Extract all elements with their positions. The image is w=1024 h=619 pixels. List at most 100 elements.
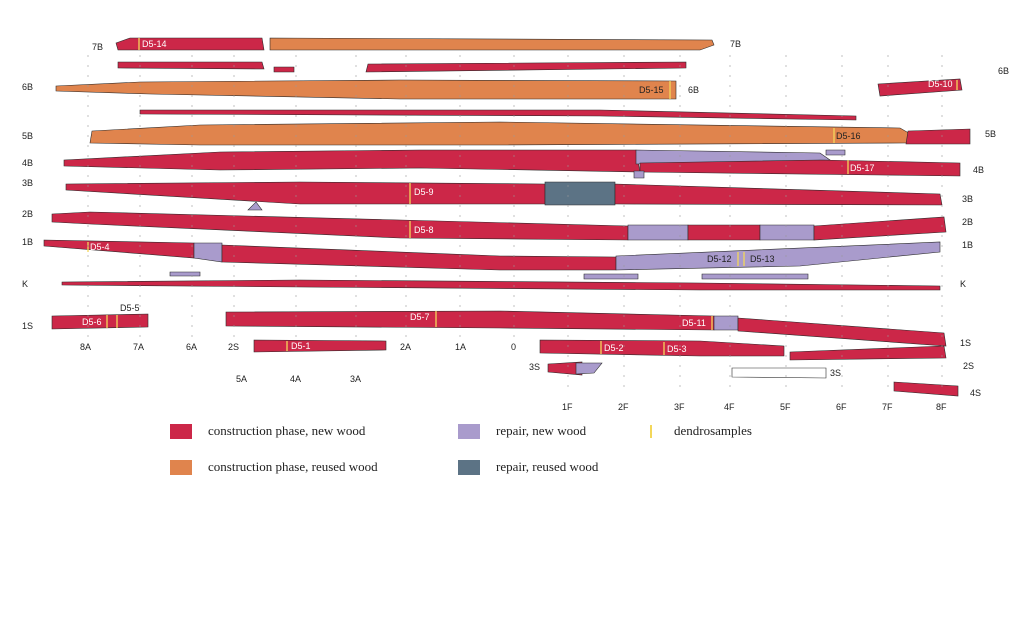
plank-7b-reused: [269, 37, 715, 51]
sample-label-d5-9: D5-9: [414, 187, 434, 197]
row-label-2s-right: 2S: [963, 361, 974, 371]
row-label-4s-right: 4S: [970, 388, 981, 398]
sample-label-d5-13: D5-13: [750, 254, 775, 264]
legend-label-repair-reused: repair, reused wood: [496, 459, 599, 474]
legend: construction phase, new wood constructio…: [170, 423, 752, 483]
row-label-3b-left: 3B: [22, 178, 33, 188]
row-label-7b-left: 7B: [92, 42, 103, 52]
row-label-6b-mid: 6B: [688, 85, 699, 95]
plank-7b2-new-b: [273, 66, 295, 73]
sample-label-d5-10: D5-10: [928, 79, 953, 89]
legend-swatch-repair-new: [458, 423, 480, 439]
sample-label-d5-7: D5-7: [410, 312, 430, 322]
frame-label-4a: 4A: [290, 374, 301, 384]
plank-5b-new-right: [905, 128, 971, 145]
plank-4b-repair-small: [825, 149, 846, 156]
legend-item-new-wood: construction phase, new wood: [170, 423, 365, 439]
row-label-5b-left: 5B: [22, 131, 33, 141]
frame-label-7f: 7F: [882, 402, 893, 412]
legend-item-dendro: dendrosamples: [650, 423, 752, 439]
plank-7b2-new-a: [117, 61, 265, 70]
legend-item-repair-reused: repair, reused wood: [458, 459, 598, 475]
frame-label-1a: 1A: [455, 342, 466, 352]
row-label-6b-left: 6B: [22, 82, 33, 92]
plank-1b-repair-left: [193, 242, 223, 263]
plank-2b-new-right: [813, 216, 947, 241]
row-label-3s-right: 3S: [830, 368, 841, 378]
plank-2b-new: [51, 211, 629, 241]
frame-label-0: 0: [511, 342, 516, 352]
row-label-4b-right: 4B: [973, 165, 984, 175]
legend-swatch-dendro: [650, 424, 652, 438]
plank-1b-new-mid: [221, 244, 617, 271]
legend-item-repair-new: repair, new wood: [458, 423, 586, 439]
legend-label-repair-new: repair, new wood: [496, 423, 587, 438]
legend-label-reused-wood: construction phase, reused wood: [208, 459, 378, 474]
plank-k-new: [61, 279, 941, 291]
row-label-3s-left: 3S: [529, 362, 540, 372]
plank-2b-new-mid: [687, 224, 761, 241]
row-label-2b-right: 2B: [962, 217, 973, 227]
row-label-1b-right: 1B: [962, 240, 973, 250]
frame-label-4f: 4F: [724, 402, 735, 412]
plank-1b-new-left: [43, 239, 195, 259]
row-label-4b-left: 4B: [22, 158, 33, 168]
legend-swatch-reused-wood: [170, 459, 192, 475]
sample-label-d5-8: D5-8: [414, 225, 434, 235]
sample-label-d5-16: D5-16: [836, 131, 861, 141]
plank-k-repair-c: [701, 273, 809, 280]
plank-2s-new-right: [539, 339, 785, 357]
plank-k-repair-a: [169, 271, 201, 277]
plank-2s-new-far: [789, 345, 947, 361]
frame-label-7a: 7A: [133, 342, 144, 352]
sample-label-d5-17: D5-17: [850, 163, 875, 173]
plank-3s-new: [547, 361, 583, 376]
frame-label-6f: 6F: [836, 402, 847, 412]
frame-label-3a: 3A: [350, 374, 361, 384]
plank-3b-repair-reused: [544, 181, 616, 206]
row-label-7b-right: 7B: [730, 39, 741, 49]
frame-label-2f: 2F: [618, 402, 629, 412]
row-label-1b-left: 1B: [22, 237, 33, 247]
sample-label-d5-4: D5-4: [90, 242, 110, 252]
frame-label-3f: 3F: [674, 402, 685, 412]
plank-7b-new-left: [115, 37, 265, 51]
plank-6b-reused: [55, 79, 677, 100]
legend-label-new-wood: construction phase, new wood: [208, 423, 366, 438]
frame-label-8a: 8A: [80, 342, 91, 352]
row-label-k-left: K: [22, 279, 28, 289]
sample-label-d5-11: D5-11: [682, 318, 706, 328]
legend-label-dendro: dendrosamples: [674, 423, 752, 438]
legend-swatch-new-wood: [170, 423, 192, 439]
plank-4s-new: [893, 381, 959, 397]
row-label-2b-left: 2B: [22, 209, 33, 219]
sample-label-d5-14: D5-14: [142, 39, 167, 49]
frame-label-1f: 1F: [562, 402, 573, 412]
plank-k-repair-b: [583, 273, 639, 280]
sample-label-d5-2: D5-2: [604, 343, 624, 353]
plank-5b-reused: [89, 121, 915, 146]
plank-3b-repair-chip: [247, 201, 263, 211]
plank-3b-new-right: [614, 183, 943, 206]
row-label-2s-mid: 2S: [228, 342, 239, 352]
plank-1s-new-left: [51, 313, 149, 330]
row-label-1s-left: 1S: [22, 321, 33, 331]
frame-label-2a: 2A: [400, 342, 411, 352]
row-label-1s-right: 1S: [960, 338, 971, 348]
plank-1b-repair-long: [615, 241, 941, 271]
plank-1s-new-right: [737, 317, 947, 347]
plank-3s-outline-only: [731, 367, 827, 379]
sample-label-d5-5: D5-5: [120, 303, 140, 313]
frame-label-5f: 5F: [780, 402, 791, 412]
row-label-k-right: K: [960, 279, 966, 289]
frame-label-8f: 8F: [936, 402, 947, 412]
plank-2b-repair-new: [627, 224, 689, 241]
row-label-3b-right: 3B: [962, 194, 973, 204]
sample-label-d5-1: D5-1: [291, 341, 311, 351]
plank-7b2-new-c: [365, 61, 687, 73]
plank-4b-new-right: [639, 159, 961, 177]
legend-item-reused-wood: construction phase, reused wood: [170, 459, 378, 475]
sample-label-d5-6: D5-6: [82, 317, 102, 327]
legend-swatch-repair-reused: [458, 459, 480, 475]
